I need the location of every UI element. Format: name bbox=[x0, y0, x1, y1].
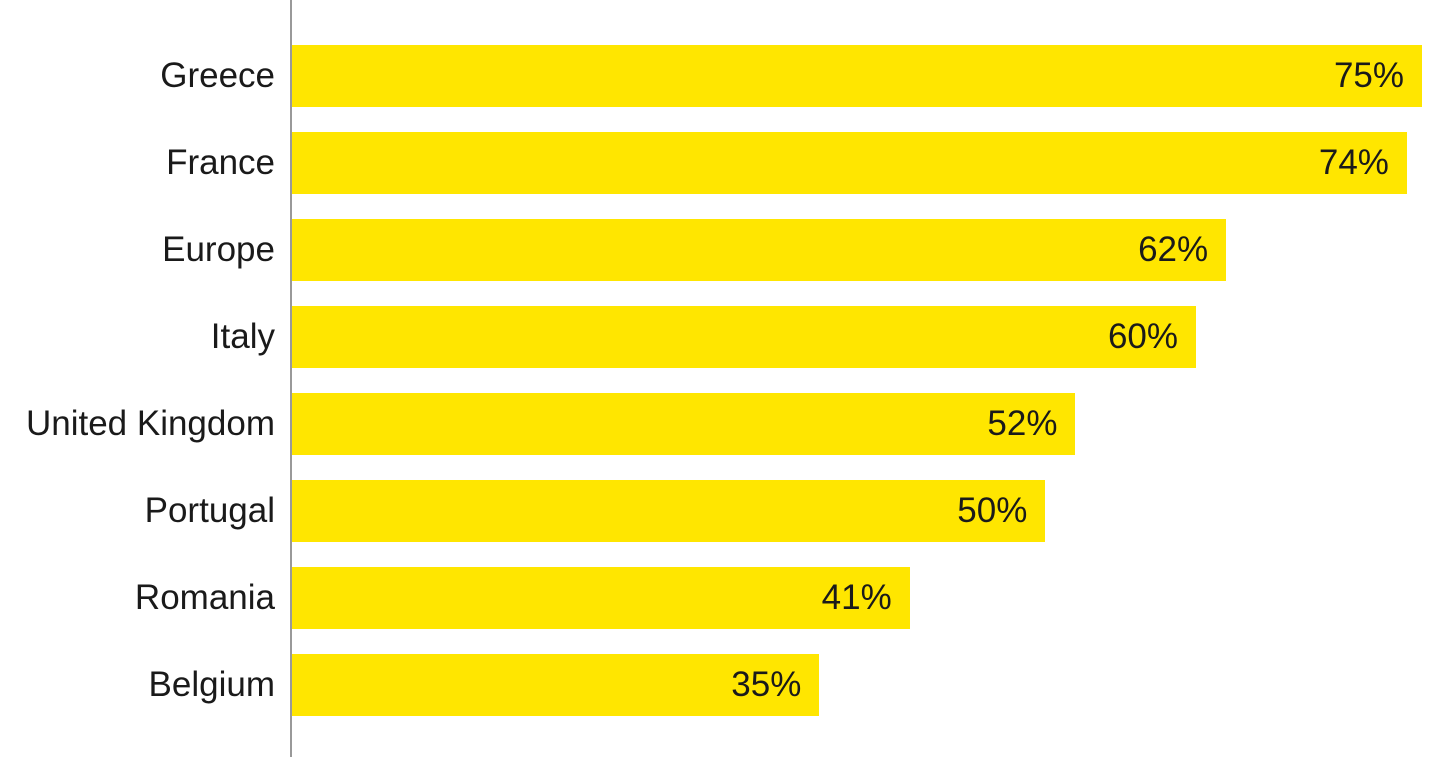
bar: 75% bbox=[292, 45, 1422, 107]
bar-row: Romania 41% bbox=[0, 567, 1432, 629]
bar: 74% bbox=[292, 132, 1407, 194]
bar-label: France bbox=[166, 143, 275, 183]
bar: 35% bbox=[292, 654, 819, 716]
bar-row: Europe 62% bbox=[0, 219, 1432, 281]
bar-label: Belgium bbox=[149, 665, 275, 705]
bar: 41% bbox=[292, 567, 910, 629]
bar-value: 60% bbox=[1108, 317, 1178, 357]
bar: 52% bbox=[292, 393, 1075, 455]
bar-value: 50% bbox=[957, 491, 1027, 531]
bar-value: 41% bbox=[822, 578, 892, 618]
bar: 60% bbox=[292, 306, 1196, 368]
bar-label: Romania bbox=[135, 578, 275, 618]
bar-row: Italy 60% bbox=[0, 306, 1432, 368]
bar-label: Greece bbox=[160, 56, 275, 96]
bar-value: 74% bbox=[1319, 143, 1389, 183]
chart-container: Greece 75% France 74% Europe 62% Italy 60% Unite… bbox=[0, 15, 1432, 757]
bar-label: Europe bbox=[162, 230, 275, 270]
bar: 50% bbox=[292, 480, 1045, 542]
bar-row: United Kingdom 52% bbox=[0, 393, 1432, 455]
bar-label: Italy bbox=[211, 317, 275, 357]
bar-value: 35% bbox=[731, 665, 801, 705]
bar-row: Belgium 35% bbox=[0, 654, 1432, 716]
bar-row: Greece 75% bbox=[0, 45, 1432, 107]
bars-area: Greece 75% France 74% Europe 62% Italy 60% Unite… bbox=[0, 45, 1432, 741]
bar-label: Portugal bbox=[145, 491, 275, 531]
bar-value: 75% bbox=[1334, 56, 1404, 96]
bar: 62% bbox=[292, 219, 1226, 281]
bar-label: United Kingdom bbox=[26, 404, 275, 444]
bar-value: 62% bbox=[1138, 230, 1208, 270]
bar-value: 52% bbox=[987, 404, 1057, 444]
bar-row: France 74% bbox=[0, 132, 1432, 194]
bar-row: Portugal 50% bbox=[0, 480, 1432, 542]
